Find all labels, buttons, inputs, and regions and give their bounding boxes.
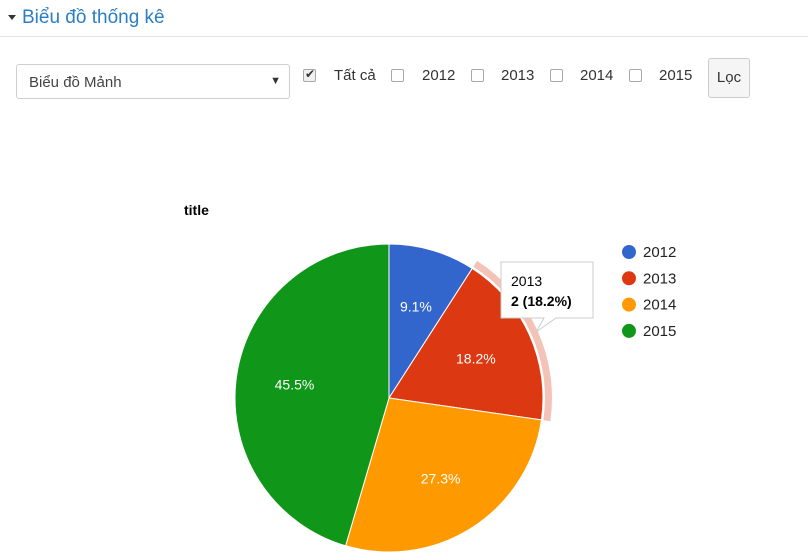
legend-swatch-2013	[622, 271, 636, 286]
checkbox-2013[interactable]	[471, 69, 484, 82]
pie-slice-2012[interactable]	[388, 243, 473, 400]
section-title[interactable]: Biểu đồ thống kê	[22, 7, 165, 28]
pie-slice-2015[interactable]	[234, 243, 390, 547]
checkbox-2012[interactable]	[391, 69, 404, 82]
pie-label-2015: 45.5%	[275, 376, 315, 392]
checkbox-2015[interactable]	[629, 69, 642, 82]
checkmark-icon: ✔	[305, 67, 316, 81]
pie-slice-labels: 9.1% 18.2% 27.3% 45.5%	[275, 298, 496, 486]
legend-label-2014: 2014	[643, 297, 676, 314]
chart-type-select[interactable]: Biểu đồ Mảnh ▼	[16, 64, 290, 99]
checkbox-2014-label: 2014	[580, 67, 614, 84]
pie-label-2013: 18.2%	[456, 350, 496, 366]
checkbox-2012-label: 2012	[422, 67, 456, 84]
filter-button[interactable]: Lọc	[708, 58, 750, 98]
pie-slice-2014[interactable]	[344, 397, 542, 553]
chart-title: title	[184, 202, 209, 218]
dropdown-arrow-icon: ▼	[270, 75, 281, 87]
pie-label-2012: 9.1%	[400, 298, 432, 314]
chart-legend: 2012 2013 2014 2015	[622, 244, 676, 340]
chart-tooltip: 2013 2 (18.2%)	[500, 261, 594, 333]
checkbox-all-label: Tất cả	[334, 67, 376, 84]
checkbox-2013-label: 2013	[501, 67, 535, 84]
legend-swatch-2015	[622, 323, 636, 338]
caret-down-icon[interactable]	[8, 15, 16, 20]
tooltip-box	[500, 261, 594, 333]
legend-label-2015: 2015	[643, 323, 676, 340]
pie-label-2014: 27.3%	[421, 470, 461, 486]
legend-label-2013: 2013	[643, 270, 676, 287]
legend-swatch-2014	[622, 297, 636, 312]
tooltip-category: 2013	[511, 273, 542, 289]
chart-type-selected-value: Biểu đồ Mảnh	[29, 74, 122, 91]
legend-label-2012: 2012	[643, 244, 676, 261]
checkbox-all[interactable]: ✔	[303, 67, 316, 82]
tooltip-value: 2 (18.2%)	[511, 293, 572, 309]
section-header: Biểu đồ thống kê	[0, 0, 808, 37]
legend-swatch-2012	[622, 245, 636, 259]
checkbox-2015-label: 2015	[659, 67, 693, 84]
checkbox-2014[interactable]	[550, 69, 563, 82]
